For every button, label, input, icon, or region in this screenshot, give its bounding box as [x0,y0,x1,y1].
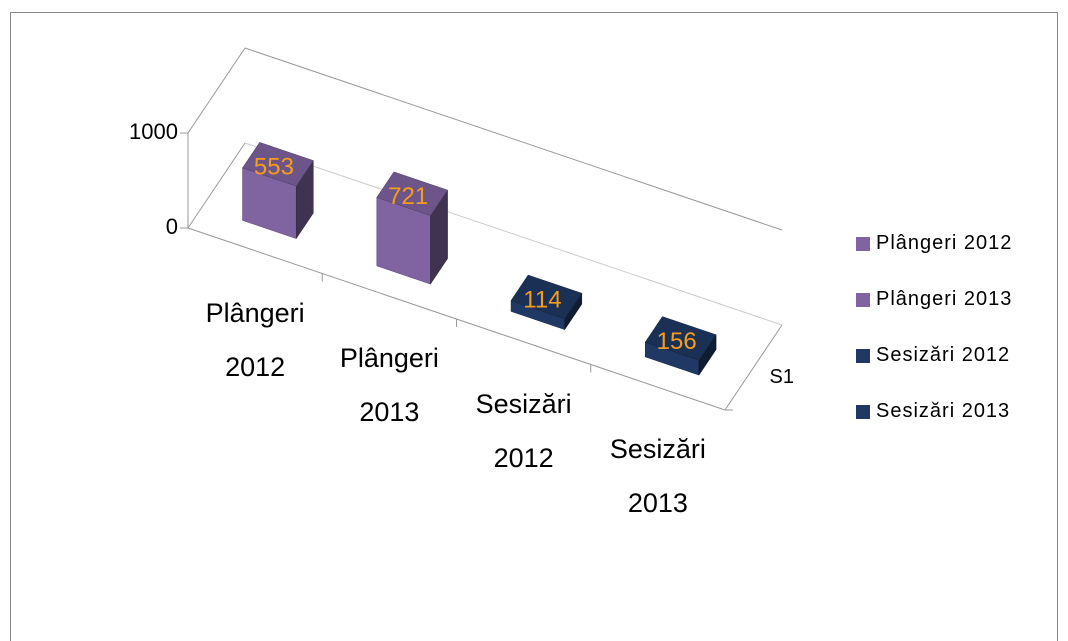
value-label: 114 [523,286,561,313]
legend-item: Sesizări 2013 [856,400,1010,423]
legend-swatch [856,404,870,419]
floor-back-edge [244,142,783,326]
legend-item: Plângeri 2012 [856,232,1012,255]
legend-label: Sesizări 2012 [876,344,1011,366]
legend-swatch [856,292,870,307]
y-tick-label: 1000 [129,119,178,144]
x-category-label: Sesizări 2013 [609,434,706,519]
back-wall-top [244,47,783,231]
legend-label: Plângeri 2012 [876,232,1013,254]
y-tick-label: 0 [166,214,178,239]
value-label: 721 [388,183,428,210]
bar-top [376,171,448,216]
value-label: 553 [254,154,294,181]
legend-label: Sesizări 2013 [876,400,1011,422]
bar-top [242,142,314,187]
depth-axis [724,324,783,411]
side-wall-top [187,47,246,134]
legend-swatch [856,348,870,363]
floor-left-edge [187,142,246,229]
bar-top [510,274,583,320]
x-category-label: Sesizări 2012 [475,388,572,473]
x-category-label: Plângeri 2012 [205,297,305,382]
legend-item: Plângeri 2013 [856,288,1012,311]
legend-item: Sesizări 2012 [856,344,1010,367]
bar-top [644,316,717,361]
depth-label: S1 [770,366,794,388]
frame [10,12,1058,641]
legend-swatch [856,236,870,251]
x-category-label: Plângeri 2013 [339,343,439,428]
legend-label: Plângeri 2013 [876,288,1013,310]
value-label: 156 [657,328,697,355]
